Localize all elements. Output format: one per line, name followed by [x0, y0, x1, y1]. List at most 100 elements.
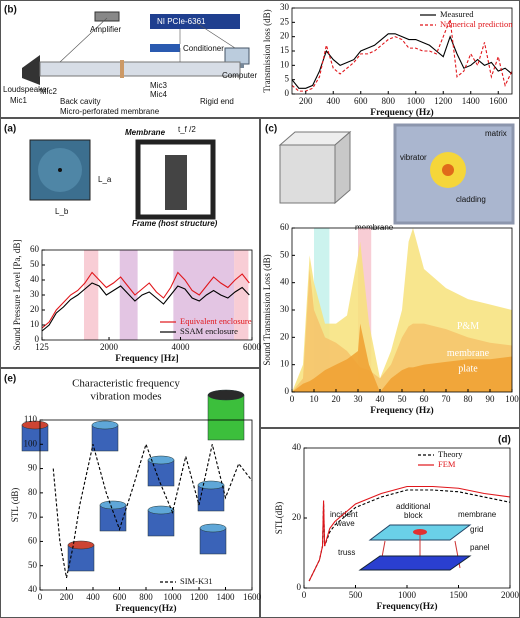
y-tick-label: 0 [35, 334, 40, 344]
x-tick-label: 1200 [190, 592, 209, 602]
y-tick-label: 0 [285, 88, 290, 98]
y-axis-label: Transmission loss (dB) [262, 9, 272, 92]
x-tick-label: 1000 [164, 592, 183, 602]
series-label: plate [458, 363, 478, 374]
line [308, 489, 511, 582]
x-tick-label: 70 [442, 394, 452, 404]
shaded-band [234, 250, 249, 340]
x-tick-label: 2000 [501, 590, 520, 600]
shaded-band [84, 250, 99, 340]
diagram-label: Micro-perforated membrane [60, 107, 160, 116]
x-tick-label: 2000 [100, 342, 119, 352]
diagram-label: Mic4 [150, 90, 167, 99]
chart: 0 20 40 0 500 1000 1500 2000 Frequency(Hz) STL(dB… [274, 442, 519, 612]
chart: 0 10 20 30 40 50 60 125 2000 4000 6000 Frequency [H… [12, 240, 261, 365]
line [41, 271, 250, 329]
area [292, 323, 512, 392]
diagram-label: Membrane [125, 128, 166, 137]
diagram-label: Computer [222, 71, 257, 80]
y-tick-label: 50 [28, 560, 38, 570]
diagram-label: matrix [485, 129, 507, 138]
legend-label: Numerical prediction [440, 19, 513, 29]
x-tick-label: 40 [376, 394, 386, 404]
cell-diagram: vibrator cladding matrix membrane [278, 123, 515, 232]
y-tick-label: 30 [280, 2, 290, 12]
line [41, 282, 250, 332]
diagram-label: additional [396, 502, 430, 511]
y-tick-label: 20 [280, 31, 290, 41]
y-tick-label: 25 [280, 16, 290, 26]
diagram-label: grid [470, 525, 483, 534]
panel-label: (c) [265, 124, 277, 135]
chart: 0 10 20 30 40 50 60 0 10 20 30 40 50 60 70 80 90 100 Frequ… [262, 222, 519, 416]
series-label: membrane [447, 348, 490, 359]
y-tick-label: 0 [285, 386, 290, 396]
x-tick-label: 0 [38, 592, 43, 602]
x-tick-label: 200 [60, 592, 74, 602]
diagram-label: wave [335, 519, 355, 528]
y-tick-label: 50 [30, 259, 40, 269]
x-tick-label: 1500 [450, 590, 469, 600]
y-tick-label: 30 [280, 304, 290, 314]
x-tick-label: 400 [86, 592, 100, 602]
x-tick-label: 4000 [172, 342, 191, 352]
diagram-label: Mic2 [40, 87, 57, 96]
y-tick-label: 80 [28, 487, 38, 497]
shaded-band [173, 250, 235, 340]
diagram-label: block [404, 511, 424, 520]
panel-label: (a) [4, 124, 16, 135]
x-tick-label: 90 [486, 394, 496, 404]
x-tick-label: 50 [398, 394, 408, 404]
diagram-label: L_b [55, 207, 69, 216]
y-tick-label: 20 [292, 512, 302, 522]
x-tick-label: 800 [139, 592, 153, 602]
y-tick-label: 15 [280, 45, 290, 55]
x-tick-label: 1600 [489, 96, 508, 106]
y-tick-label: 0 [297, 582, 302, 592]
y-tick-label: 110 [24, 414, 38, 424]
x-tick-label: 30 [354, 394, 364, 404]
legend-label: Theory [438, 449, 463, 459]
x-tick-label: 6000 [243, 342, 262, 352]
mode-icons [21, 389, 245, 572]
line [291, 19, 513, 92]
x-tick-label: 400 [327, 96, 341, 106]
y-tick-label: 10 [280, 359, 290, 369]
diagram-label: Back cavity [60, 97, 100, 106]
diagram-label: incident [330, 510, 358, 519]
x-tick-label: 600 [354, 96, 368, 106]
panel-label: (e) [4, 374, 16, 385]
y-tick-label: 90 [28, 463, 38, 473]
y-tick-label: 50 [280, 249, 290, 259]
setup-diagram: Amplifier NI PCIe-6361 Conditioner Louds… [3, 11, 257, 116]
diagram-label: Loudspeaker [3, 85, 50, 94]
diagram-label: vibrator [400, 153, 427, 162]
y-axis-label: STL(dB) [274, 502, 284, 535]
y-tick-label: 100 [24, 438, 38, 448]
y-tick-label: 70 [28, 511, 38, 521]
x-axis-label: Frequency [Hz] [115, 354, 178, 364]
diagram-label: cladding [456, 195, 486, 204]
x-tick-label: 1200 [434, 96, 453, 106]
y-tick-label: 60 [30, 244, 40, 254]
diagram-label: Rigid end [200, 97, 234, 106]
x-tick-label: 60 [420, 394, 430, 404]
chart-title: Characteristic frequency [72, 378, 180, 390]
y-tick-label: 10 [30, 319, 40, 329]
diagram-label: t_f /2 [178, 125, 196, 134]
y-tick-label: 10 [280, 59, 290, 69]
x-tick-label: 0 [302, 590, 307, 600]
y-tick-label: 30 [30, 289, 40, 299]
diagram-label: NI PCIe-6361 [157, 17, 206, 26]
legend-label: Measured [440, 9, 474, 19]
structure-sketch: incident wave additional block membrane … [330, 502, 497, 571]
x-tick-label: 1400 [217, 592, 236, 602]
diagram-label: Amplifier [90, 25, 121, 34]
y-tick-label: 5 [285, 74, 290, 84]
chart: 40 50 60 70 80 90 100 110 0 200 400 600 800 1000 1200 1… [10, 378, 261, 615]
chart-title: vibration modes [90, 391, 161, 403]
legend-label: Equivalent enclosure [180, 316, 252, 326]
line [308, 485, 511, 582]
y-tick-label: 40 [292, 442, 302, 452]
diagram-label: L_a [98, 175, 112, 184]
